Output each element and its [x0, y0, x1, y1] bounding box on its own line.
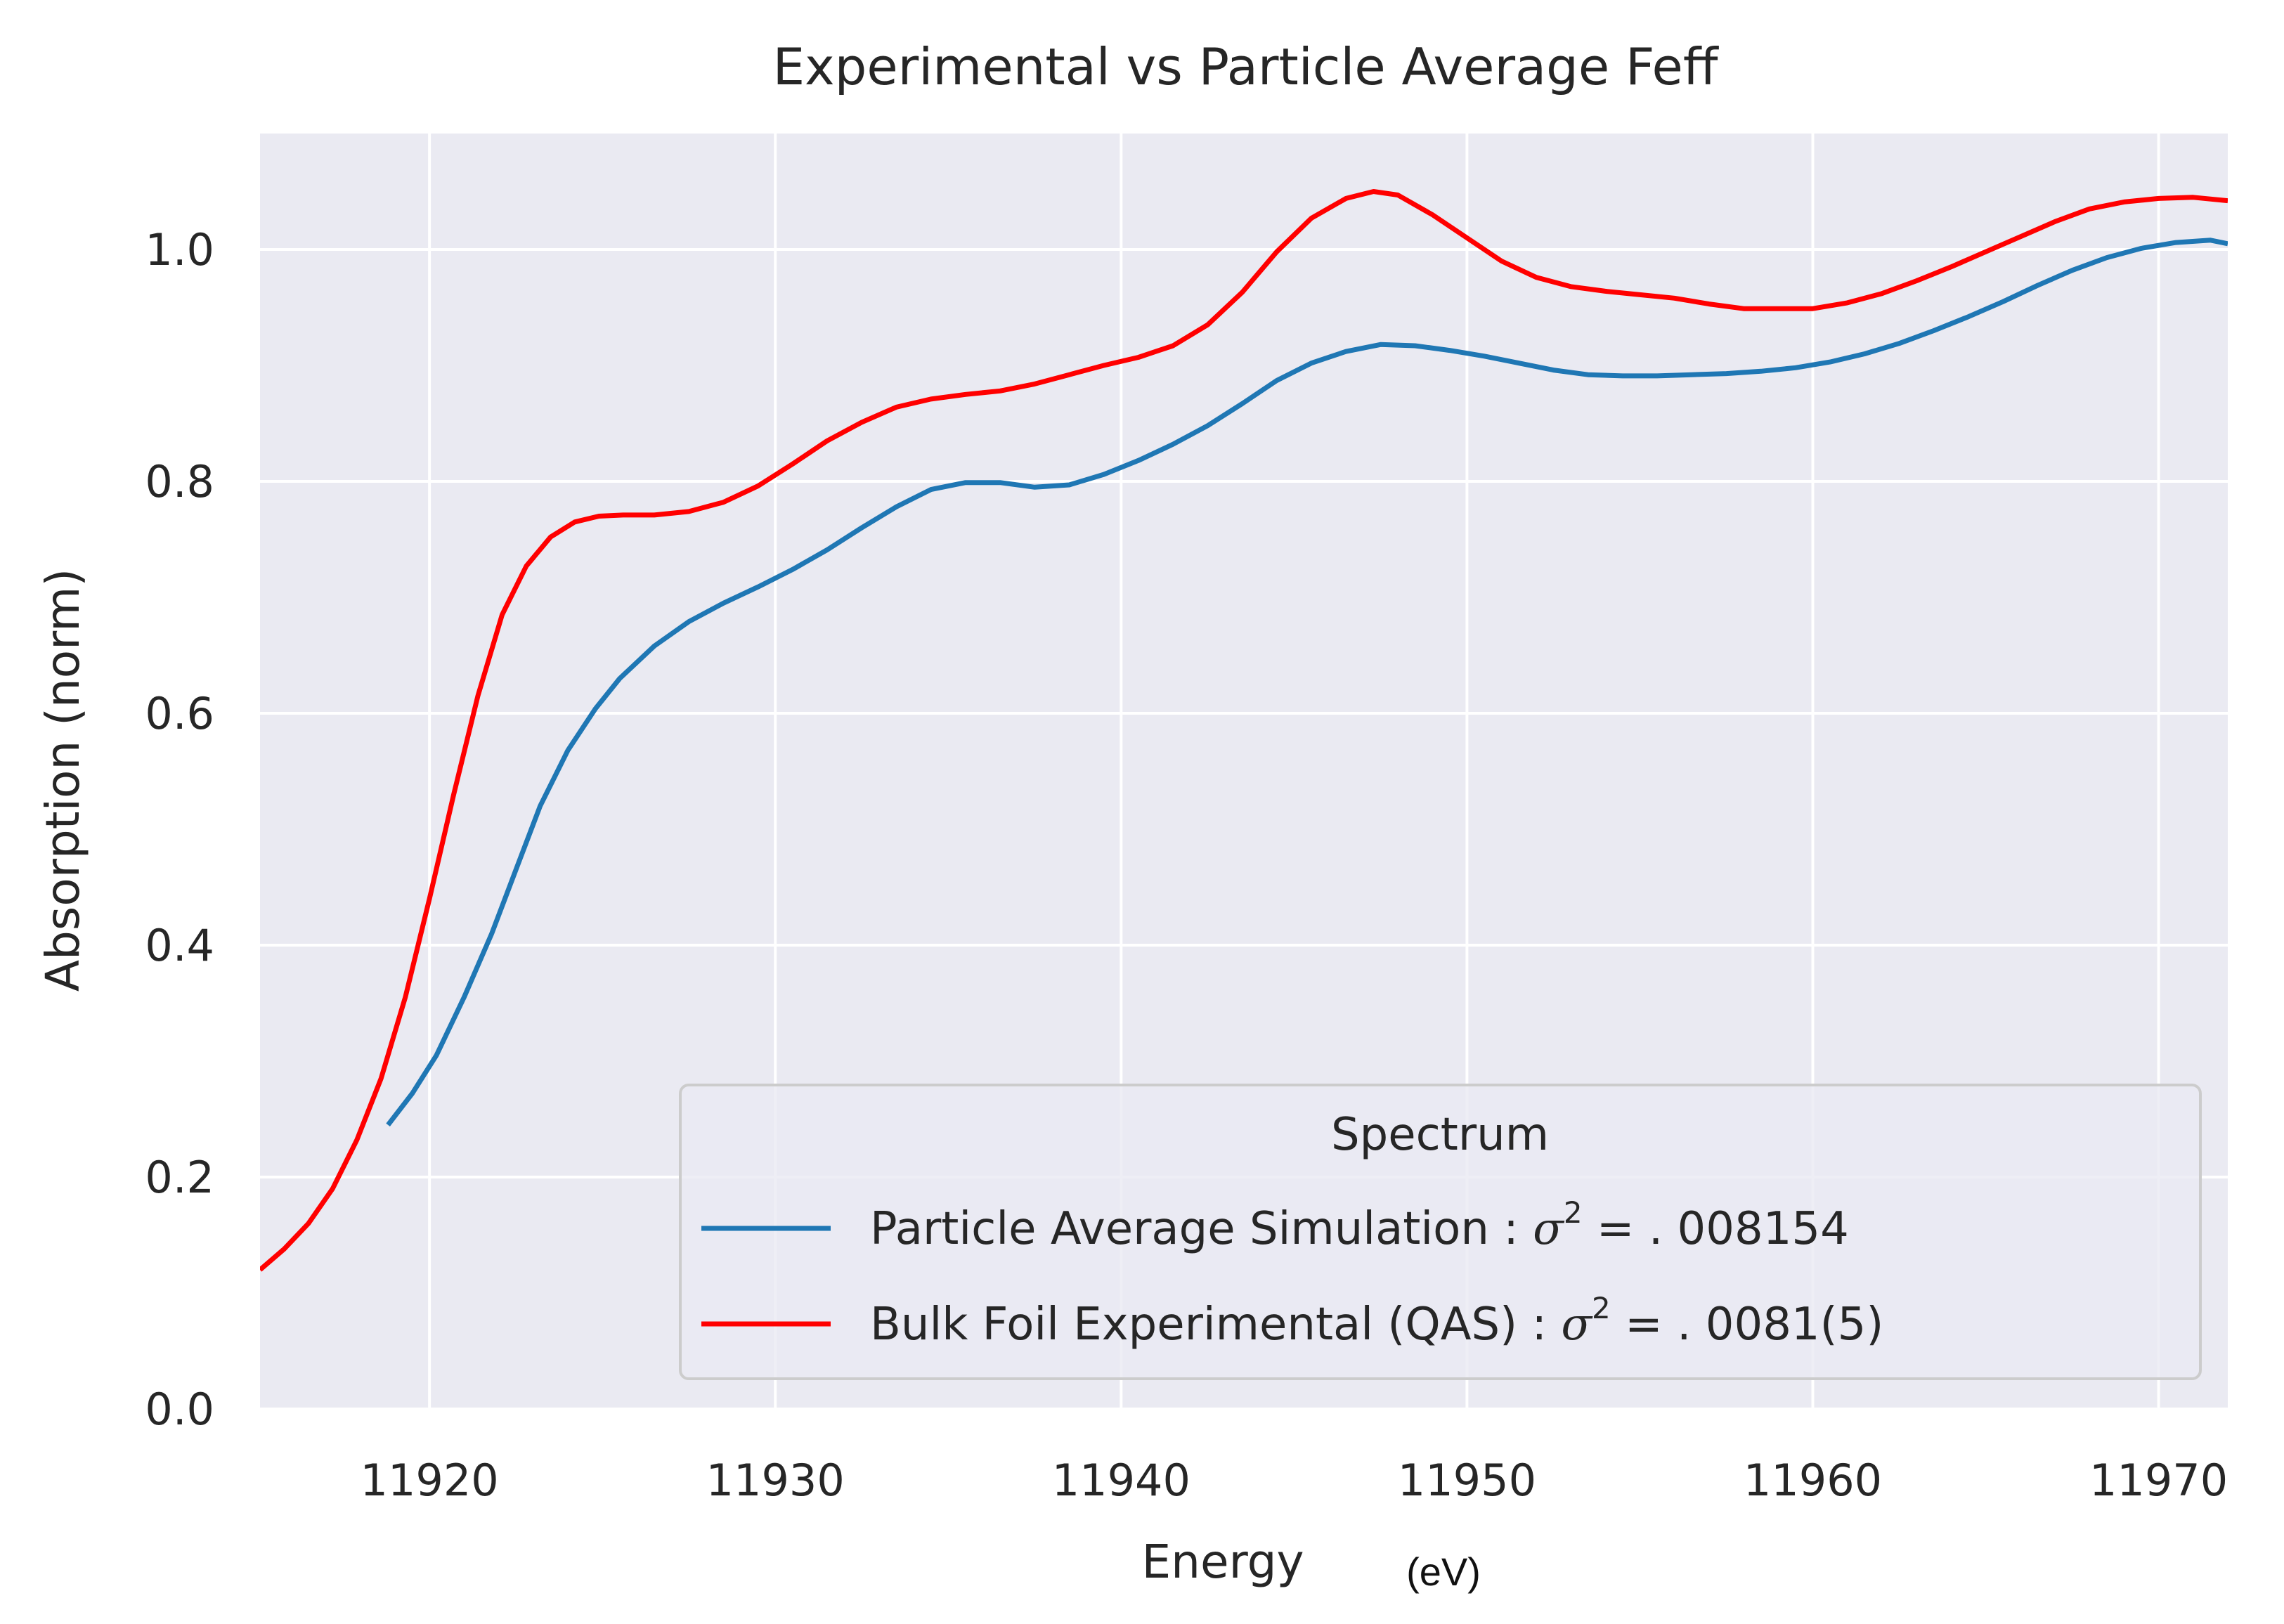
series-layer — [260, 189, 2228, 1272]
legend-box — [679, 1084, 2202, 1380]
x-tick-label: 11930 — [706, 1455, 845, 1506]
x-tick-label: 11940 — [1052, 1455, 1190, 1506]
x-tick-label: 11970 — [2089, 1455, 2228, 1506]
y-tick-label: 0.8 — [145, 456, 214, 507]
y-axis-label: Absorption (norm) — [36, 569, 90, 992]
y-tick-label: 0.2 — [145, 1152, 214, 1203]
x-tick-label: 11950 — [1398, 1455, 1536, 1506]
legend-label-value: = . 0081(5) — [1611, 1299, 1884, 1351]
legend-label-text: Particle Average Simulation : — [870, 1203, 1533, 1255]
x-axis-label: Energy — [1141, 1535, 1304, 1589]
x-axis-unit: (eV) — [1406, 1550, 1481, 1594]
legend-entry-particle-average: Particle Average Simulation : σ2 = . 008… — [870, 1195, 1849, 1255]
legend: Spectrum Particle Average Simulation : σ… — [679, 1084, 2202, 1380]
x-tick-label: 11960 — [1744, 1455, 1882, 1506]
legend-label-text: Bulk Foil Experimental (QAS) : — [870, 1299, 1561, 1351]
series-line-particle-average — [386, 238, 2228, 1126]
legend-title: Spectrum — [1331, 1109, 1549, 1161]
chart-title: Experimental vs Particle Average Feff — [773, 37, 1719, 96]
y-tick-label: 0.0 — [145, 1384, 214, 1435]
y-tick-label: 1.0 — [145, 224, 214, 275]
tick-labels: 11920 11930 11940 11950 11960 11970 0.0 0.2 0.4 0… — [145, 224, 2228, 1506]
legend-label-value: = . 008154 — [1583, 1203, 1849, 1255]
y-tick-label: 0.6 — [145, 688, 214, 739]
y-tick-label: 0.4 — [145, 920, 214, 971]
series-line-bulk-foil — [260, 189, 2228, 1272]
x-tick-label: 11920 — [361, 1455, 499, 1506]
legend-entry-bulk-foil: Bulk Foil Experimental (QAS) : σ2 = . 00… — [870, 1291, 1883, 1351]
